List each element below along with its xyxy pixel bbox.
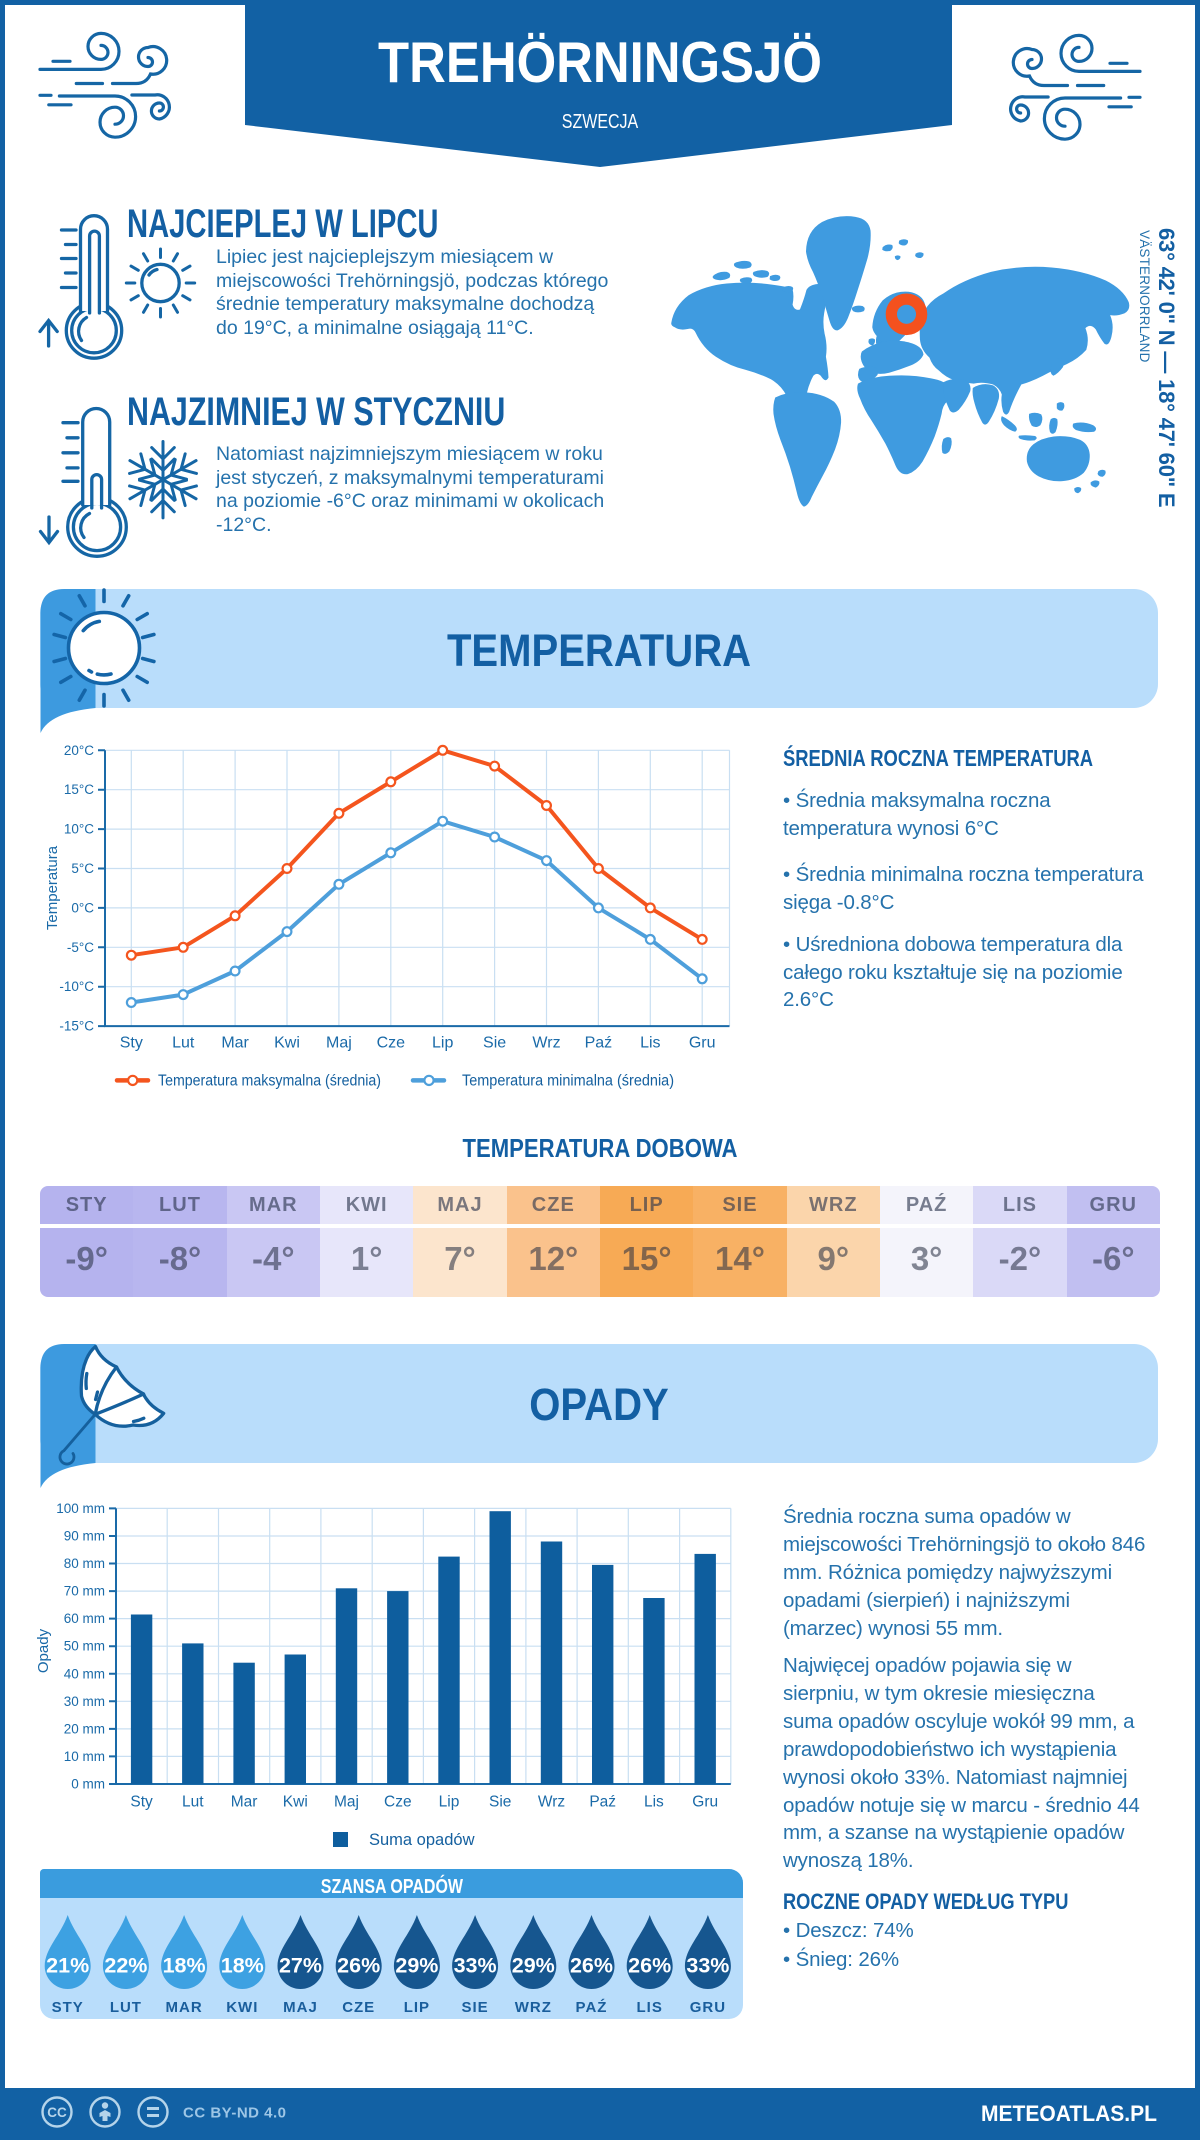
svg-text:-5°C: -5°C: [67, 940, 94, 955]
svg-text:18%: 18%: [163, 1954, 206, 1978]
svg-text:60 mm: 60 mm: [64, 1611, 105, 1626]
svg-text:CC: CC: [47, 2105, 67, 2120]
svg-text:Lis: Lis: [644, 1794, 664, 1811]
svg-text:GRU: GRU: [690, 1999, 726, 2016]
svg-text:Lip: Lip: [432, 1035, 453, 1052]
svg-text:10°C: 10°C: [64, 822, 94, 837]
svg-text:Suma opadów: Suma opadów: [369, 1831, 475, 1849]
svg-text:26%: 26%: [570, 1954, 613, 1978]
svg-text:Sty: Sty: [130, 1794, 153, 1811]
svg-text:Temperatura minimalna (średnia: Temperatura minimalna (średnia): [462, 1072, 674, 1089]
svg-text:Maj: Maj: [334, 1794, 359, 1811]
svg-text:Sie: Sie: [483, 1035, 506, 1052]
svg-text:SIE: SIE: [462, 1999, 489, 2016]
svg-text:Temperatura: Temperatura: [44, 845, 61, 930]
svg-text:5°C: 5°C: [71, 861, 94, 876]
svg-text:33%: 33%: [686, 1954, 729, 1978]
svg-text:Lis: Lis: [640, 1035, 660, 1052]
svg-text:Opady: Opady: [35, 1628, 52, 1673]
svg-text:-15°C: -15°C: [59, 1019, 94, 1034]
svg-text:30 mm: 30 mm: [64, 1694, 105, 1709]
svg-text:Paź: Paź: [585, 1035, 613, 1052]
svg-text:10 mm: 10 mm: [64, 1749, 105, 1764]
svg-text:Paź: Paź: [589, 1794, 616, 1811]
svg-text:Mar: Mar: [231, 1794, 258, 1811]
svg-text:70 mm: 70 mm: [64, 1584, 105, 1599]
svg-text:WRZ: WRZ: [515, 1999, 552, 2016]
svg-text:33%: 33%: [454, 1954, 497, 1978]
svg-text:20 mm: 20 mm: [64, 1721, 105, 1736]
svg-text:Sty: Sty: [120, 1035, 143, 1052]
svg-text:0°C: 0°C: [71, 900, 94, 915]
svg-text:Temperatura maksymalna (średni: Temperatura maksymalna (średnia): [158, 1072, 381, 1089]
svg-text:PAŹ: PAŹ: [576, 1999, 608, 2016]
svg-text:Gru: Gru: [692, 1794, 718, 1811]
svg-text:22%: 22%: [104, 1954, 147, 1978]
svg-text:MAR: MAR: [166, 1999, 203, 2016]
svg-text:Lut: Lut: [182, 1794, 204, 1811]
svg-text:LIP: LIP: [404, 1999, 430, 2016]
svg-text:KWI: KWI: [226, 1999, 258, 2016]
svg-text:-10°C: -10°C: [59, 979, 94, 994]
svg-text:Lip: Lip: [439, 1794, 460, 1811]
svg-text:LUT: LUT: [110, 1999, 142, 2016]
svg-text:CC BY-ND 4.0: CC BY-ND 4.0: [183, 2105, 287, 2122]
svg-text:27%: 27%: [279, 1954, 322, 1978]
svg-text:STY: STY: [52, 1999, 84, 2016]
svg-text:20°C: 20°C: [64, 743, 94, 758]
svg-text:Kwi: Kwi: [274, 1035, 300, 1052]
svg-text:29%: 29%: [395, 1954, 438, 1978]
svg-text:100 mm: 100 mm: [56, 1501, 105, 1516]
svg-text:Wrz: Wrz: [538, 1794, 565, 1811]
svg-text:26%: 26%: [628, 1954, 671, 1978]
svg-text:90 mm: 90 mm: [64, 1529, 105, 1544]
svg-text:18%: 18%: [221, 1954, 264, 1978]
svg-text:METEOATLAS.PL: METEOATLAS.PL: [981, 2101, 1157, 2126]
svg-text:Gru: Gru: [689, 1035, 716, 1052]
svg-text:40 mm: 40 mm: [64, 1666, 105, 1681]
svg-text:0 mm: 0 mm: [71, 1777, 105, 1792]
svg-text:26%: 26%: [337, 1954, 380, 1978]
svg-text:29%: 29%: [512, 1954, 555, 1978]
svg-text:80 mm: 80 mm: [64, 1556, 105, 1571]
svg-text:CZE: CZE: [342, 1999, 375, 2016]
svg-text:Mar: Mar: [221, 1035, 249, 1052]
svg-text:Sie: Sie: [489, 1794, 511, 1811]
svg-text:15°C: 15°C: [64, 782, 94, 797]
svg-text:Lut: Lut: [172, 1035, 195, 1052]
svg-text:Maj: Maj: [326, 1035, 352, 1052]
svg-text:Wrz: Wrz: [532, 1035, 560, 1052]
svg-text:MAJ: MAJ: [283, 1999, 318, 2016]
svg-text:Kwi: Kwi: [283, 1794, 308, 1811]
svg-text:Cze: Cze: [377, 1035, 406, 1052]
svg-text:Cze: Cze: [384, 1794, 412, 1811]
svg-text:LIS: LIS: [637, 1999, 663, 2016]
svg-text:50 mm: 50 mm: [64, 1639, 105, 1654]
svg-text:21%: 21%: [46, 1954, 89, 1978]
